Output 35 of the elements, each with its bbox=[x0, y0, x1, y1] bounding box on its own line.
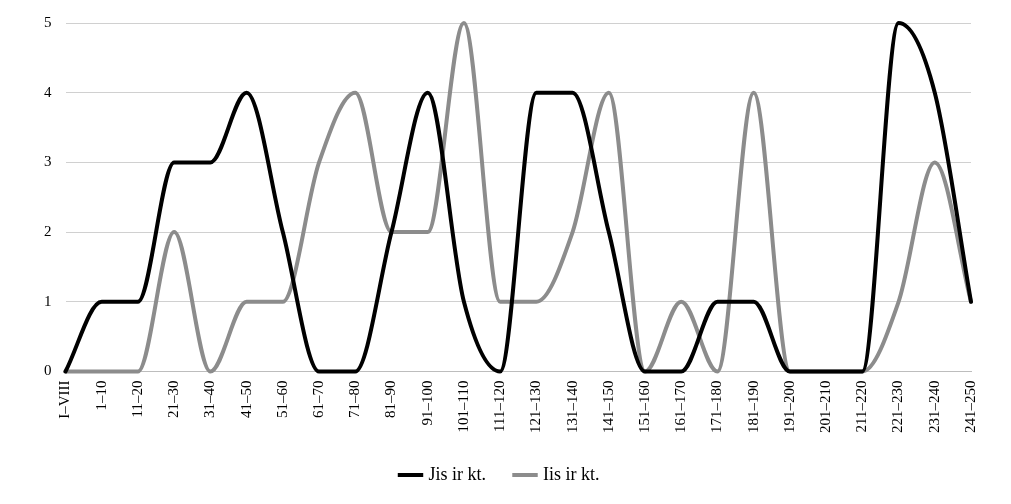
x-tick-label: I–VIII bbox=[56, 380, 73, 419]
x-tick-label: 61–70 bbox=[309, 380, 326, 418]
y-tick-label: 1 bbox=[44, 292, 52, 309]
x-tick-label: 231–240 bbox=[925, 380, 942, 433]
x-tick-label: 181–190 bbox=[744, 380, 761, 433]
legend-label: Iis ir kt. bbox=[543, 463, 600, 484]
x-tick-label: 171–180 bbox=[708, 380, 725, 433]
x-tick-label: 221–230 bbox=[889, 380, 906, 433]
x-tick-label: 81–90 bbox=[382, 380, 399, 418]
x-tick-label: 41–50 bbox=[237, 380, 254, 418]
y-tick-label: 4 bbox=[44, 83, 52, 100]
legend-label: Jis ir kt. bbox=[428, 463, 487, 484]
x-tick-label: 101–110 bbox=[454, 380, 471, 433]
x-tick-label: 31–40 bbox=[201, 380, 218, 418]
y-tick-label: 5 bbox=[44, 13, 52, 30]
x-tick-label: 131–140 bbox=[563, 380, 580, 433]
x-tick-label: 11–20 bbox=[128, 380, 145, 418]
x-tick-label: 141–150 bbox=[599, 380, 616, 433]
x-tick-label: 151–160 bbox=[635, 380, 652, 433]
x-tick-label: 241–250 bbox=[961, 380, 978, 433]
x-tick-label: 201–210 bbox=[817, 380, 834, 433]
x-tick-label: 211–220 bbox=[853, 380, 870, 433]
x-tick-label: 161–170 bbox=[672, 380, 689, 433]
y-tick-label: 3 bbox=[44, 153, 52, 170]
x-tick-label: 191–200 bbox=[780, 380, 797, 433]
x-tick-label: 21–30 bbox=[165, 380, 182, 418]
y-tick-label: 2 bbox=[44, 223, 52, 240]
x-tick-label: 51–60 bbox=[273, 380, 290, 418]
x-tick-label: 91–100 bbox=[418, 380, 435, 426]
y-tick-label: 0 bbox=[44, 362, 52, 379]
x-tick-label: 111–120 bbox=[491, 380, 508, 432]
x-tick-label: 71–80 bbox=[346, 380, 363, 418]
line-series bbox=[63, 21, 973, 374]
x-tick-label: 121–130 bbox=[527, 380, 544, 433]
x-tick-label: 1–10 bbox=[92, 380, 109, 411]
